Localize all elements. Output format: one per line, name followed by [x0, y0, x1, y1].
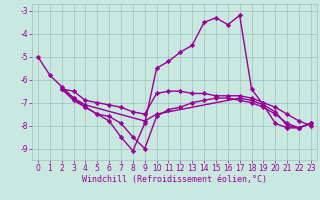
X-axis label: Windchill (Refroidissement éolien,°C): Windchill (Refroidissement éolien,°C) [82, 175, 267, 184]
